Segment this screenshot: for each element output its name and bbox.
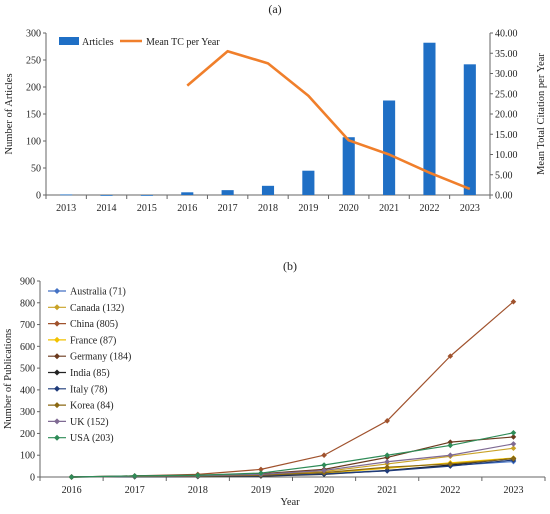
panel-a-y2-tick-label: 0.00 [495, 191, 513, 202]
panel-a-x-tick-label: 2021 [379, 203, 399, 214]
panel-b-y-tick-label: 800 [20, 298, 35, 309]
panel-b-legend-swatch-marker [54, 337, 60, 343]
panel-b-legend-swatch-marker [54, 304, 60, 310]
panel-a-y2-tick-label: 10.00 [495, 150, 518, 161]
panel-b-legend-label: Germany (184) [70, 352, 131, 363]
panel-a-y-tick-label: 100 [26, 137, 41, 148]
panel-b-legend-swatch-marker [54, 386, 60, 392]
panel-b-legend-swatch-marker [54, 370, 60, 376]
panel-a-y-tick-label: 250 [26, 56, 41, 67]
panel-b-y-tick-label: 100 [20, 451, 35, 462]
panel-a-y-tick-label: 50 [31, 164, 41, 175]
panel-b-legend-label: Korea (84) [70, 401, 114, 412]
panel-a-bar-2023 [464, 64, 476, 195]
panel-a-bar-2020 [343, 137, 355, 195]
panel-a-y2-tick-label: 25.00 [495, 89, 518, 100]
panel-b-y-tick-label: 0 [30, 473, 35, 484]
panel-a-y-axis-title: Number of Articles [4, 73, 15, 154]
panel-a-y2-tick-label: 15.00 [495, 130, 518, 141]
panel-b-label: (b) [283, 259, 297, 273]
panel-b-legend-swatch-marker [54, 288, 60, 294]
panel-b-y-tick-label: 200 [20, 429, 35, 440]
panel-b-series-9-point-2016 [69, 474, 75, 480]
panel-a-x-tick-label: 2023 [460, 203, 480, 214]
panel-a-x-tick-label: 2013 [56, 203, 76, 214]
panel-a-x-tick-label: 2016 [177, 203, 197, 214]
panel-b-x-tick-label: 2021 [377, 485, 397, 496]
panel-a-y-tick-label: 150 [26, 110, 41, 121]
panel-b-y-tick-label: 700 [20, 320, 35, 331]
panel-b-legend-label: China (805) [70, 319, 118, 330]
panel-a-x-tick-label: 2017 [218, 203, 238, 214]
panel-a-bar-2018 [262, 186, 274, 195]
panel-a-x-tick-label: 2022 [419, 203, 439, 214]
panel-b-y-tick-label: 500 [20, 364, 35, 375]
panel-b-y-tick-label: 900 [20, 277, 35, 288]
panel-b-x-tick-label: 2018 [188, 485, 208, 496]
panel-b-legend-label: UK (152) [70, 417, 109, 428]
panel-a-legend-articles-swatch [59, 37, 79, 45]
panel-b-series-8-point-2023 [511, 441, 517, 447]
panel-b-y-tick-label: 600 [20, 342, 35, 353]
panel-b-y-axis-title: Number of Publications [3, 329, 14, 429]
panel-a-y2-tick-label: 40.00 [495, 29, 518, 40]
panel-b-x-tick-label: 2020 [314, 485, 334, 496]
panel-b-x-tick-label: 2017 [125, 485, 145, 496]
panel-a-y-tick-label: 0 [36, 191, 41, 202]
panel-b-legend-label: Australia (71) [70, 287, 126, 298]
panel-a-legend-articles-label: Articles [82, 37, 114, 48]
panel-a-y2-tick-label: 35.00 [495, 49, 518, 60]
panel-b-legend-label: Italy (78) [70, 384, 108, 395]
panel-b-legend-swatch-marker [54, 353, 60, 359]
panel-b-legend-label: France (87) [70, 335, 116, 346]
panel-a-y-tick-label: 200 [26, 83, 41, 94]
panel-b-series-7-point-2021 [384, 464, 390, 470]
panel-b-series-line-2 [72, 302, 514, 477]
panel-a-x-tick-label: 2020 [339, 203, 359, 214]
panel-b-series-line-9 [72, 433, 514, 477]
panel-b-y-tick-label: 400 [20, 385, 35, 396]
panel-a-x-tick-label: 2018 [258, 203, 278, 214]
panel-b-series-line-8 [72, 444, 514, 477]
panel-b-series-9-point-2020 [321, 462, 327, 468]
panel-b-series-9-point-2022 [448, 443, 454, 449]
panel-b-legend-label: Canada (132) [70, 303, 124, 314]
panel-b-x-tick-label: 2022 [440, 485, 460, 496]
panel-a-label: (a) [268, 2, 281, 16]
panel-a-bar-2015 [141, 195, 153, 196]
panel-a-y2-tick-label: 30.00 [495, 69, 518, 80]
panel-b-legend-swatch-marker [54, 418, 60, 424]
panel-a-bar-2017 [222, 190, 234, 195]
panel-b-x-axis-title: Year [280, 497, 300, 508]
panel-a-x-tick-label: 2014 [97, 203, 117, 214]
panel-b-legend-label: India (85) [70, 368, 110, 379]
panel-a-x-tick-label: 2015 [137, 203, 157, 214]
panel-b-legend-swatch-marker [54, 321, 60, 327]
panel-b-legend-swatch-marker [54, 402, 60, 408]
panel-b-series-9-point-2023 [511, 430, 517, 436]
panel-a-y-tick-label: 300 [26, 29, 41, 40]
panel-a-bar-2014 [100, 195, 112, 196]
panel-a-bar-2013 [60, 194, 72, 195]
panel-b-x-tick-label: 2019 [251, 485, 271, 496]
panel-a-y2-tick-label: 5.00 [495, 170, 513, 181]
panel-b-series-8-point-2022 [448, 452, 454, 458]
panel-b-series-9-point-2017 [132, 473, 138, 479]
panel-a-bar-2021 [383, 101, 395, 196]
panel-b-series-line-7 [72, 459, 514, 477]
panel-a-y2-tick-label: 20.00 [495, 110, 518, 121]
panel-b-y-tick-label: 300 [20, 407, 35, 418]
panel-a-bar-2019 [302, 171, 314, 195]
panel-a-x-tick-label: 2019 [298, 203, 318, 214]
panel-a-bar-2016 [181, 192, 193, 195]
panel-b-series-2-point-2020 [321, 452, 327, 458]
panel-b-x-tick-label: 2023 [503, 485, 523, 496]
panel-b-legend-swatch-marker [54, 435, 60, 441]
panel-a-y2-axis-title: Mean Total Citation per Year [536, 53, 547, 175]
panel-b-legend-label: USA (203) [70, 433, 114, 444]
panel-b-x-tick-label: 2016 [62, 485, 82, 496]
panel-a-legend-mean-tc-label: Mean TC per Year [146, 37, 220, 48]
